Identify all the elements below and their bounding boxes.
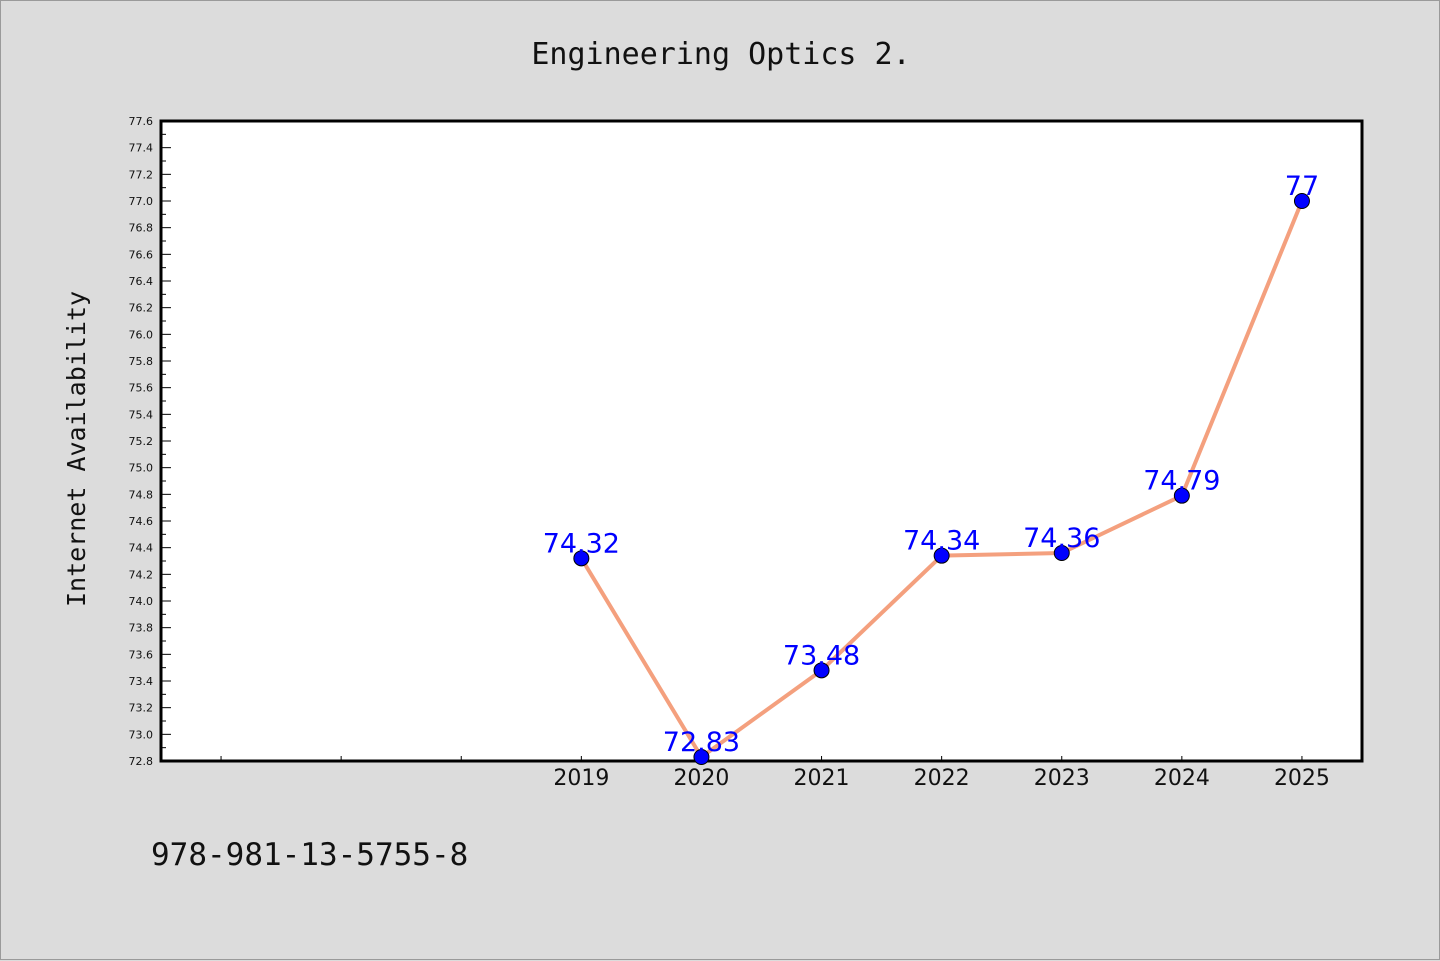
x-tick-label: 2020 [673, 766, 729, 791]
x-tick-label: 2024 [1154, 766, 1210, 791]
x-tick-label: 2023 [1034, 766, 1090, 791]
y-tick-label: 76.4 [129, 275, 154, 288]
y-tick-label: 76.2 [129, 302, 154, 315]
y-tick-label: 72.8 [129, 755, 154, 768]
x-axis: 2019 2020 2021 2022 2023 2024 2025 [220, 756, 1330, 791]
data-point [693, 749, 710, 765]
y-tick-label: 74.6 [129, 515, 154, 528]
y-tick-label: 77.0 [129, 195, 154, 208]
x-tick-label: 2025 [1274, 766, 1330, 791]
y-tick-label: 74.8 [129, 488, 154, 501]
y-axis: 72.8 73.0 73.2 73.4 73.6 73.8 74.0 74.2 74.4 74.6… [129, 115, 171, 768]
y-tick-label: 73.2 [129, 702, 154, 715]
y-tick-label: 76.0 [129, 328, 154, 341]
series-line: 74.32 72.83 73.48 74.34 74.36 74.79 77 [543, 171, 1319, 765]
y-tick-label: 74.4 [129, 542, 154, 555]
y-tick-label: 75.8 [129, 355, 154, 368]
y-tick-label: 77.4 [129, 142, 154, 155]
x-tick-label: 2021 [794, 766, 850, 791]
y-tick-label: 75.2 [129, 435, 154, 448]
y-tick-label: 73.6 [129, 648, 154, 661]
y-tick-label: 74.0 [129, 595, 154, 608]
data-label: 72.83 [663, 727, 740, 758]
y-axis-label: Internet Availability [62, 291, 91, 607]
y-tick-label: 76.8 [129, 222, 154, 235]
chart-title: Engineering Optics 2. [531, 37, 910, 72]
x-tick-label: 2019 [553, 766, 609, 791]
y-tick-label: 73.4 [129, 675, 154, 688]
y-tick-label: 77.6 [129, 115, 154, 128]
data-point [1293, 193, 1310, 209]
data-point [1053, 545, 1070, 561]
isbn-footer: 978-981-13-5755-8 [151, 837, 468, 873]
data-point [573, 550, 590, 567]
data-label: 77 [1285, 171, 1319, 202]
data-label: 74.79 [1143, 466, 1220, 497]
data-label: 74.36 [1023, 523, 1100, 554]
data-point [933, 547, 950, 564]
data-label: 74.32 [543, 528, 620, 559]
y-tick-label: 75.0 [129, 462, 154, 475]
y-tick-label: 75.4 [129, 408, 154, 421]
data-label: 74.34 [903, 526, 980, 557]
y-tick-label: 75.6 [129, 382, 154, 395]
y-tick-label: 73.8 [129, 622, 154, 635]
y-tick-label: 73.0 [129, 728, 154, 741]
data-label: 73.48 [783, 640, 860, 671]
y-tick-label: 74.2 [129, 568, 154, 581]
y-tick-label: 76.6 [129, 248, 154, 261]
y-tick-label: 77.2 [129, 168, 154, 181]
data-point [1173, 487, 1190, 504]
data-point [813, 662, 830, 679]
plot-area [159, 119, 1364, 763]
x-tick-label: 2022 [914, 766, 970, 791]
